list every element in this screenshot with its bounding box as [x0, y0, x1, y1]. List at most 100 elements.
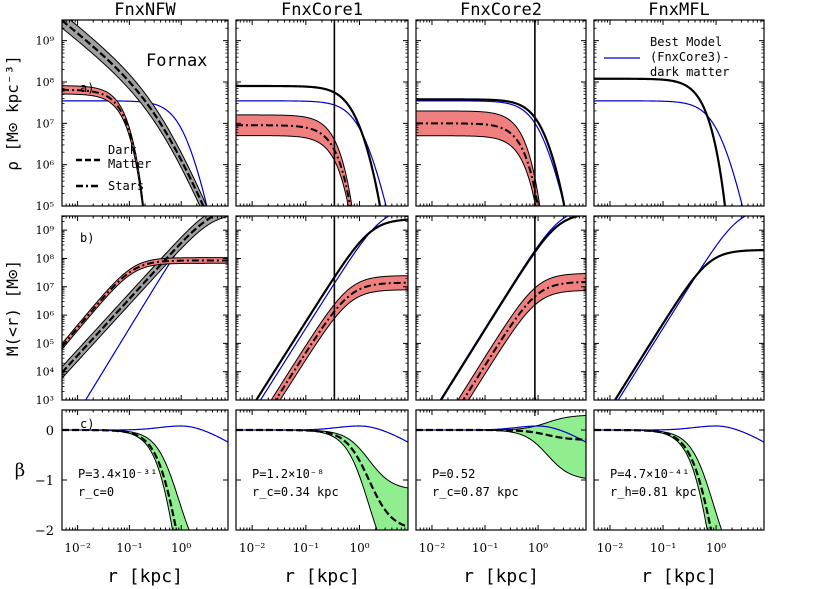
beta-axis-label: β: [15, 460, 25, 481]
plot-area-row-0: [62, 20, 208, 206]
legend-best-model: Best Model(FnxCore3)-dark matter: [604, 35, 729, 79]
best-model-density-line: [416, 100, 565, 206]
dark-matter-density-line: [594, 77, 727, 206]
panel-title: FnxCore2: [460, 0, 542, 20]
stars-density-line: [62, 88, 144, 206]
stars-mass-band: [270, 275, 408, 400]
legend-dark-matter-label: Dark: [108, 143, 138, 157]
mass-tick-label: 10⁸: [36, 252, 55, 265]
radius-label: r_c=0: [78, 485, 114, 499]
x-tick-label: 10⁰: [706, 541, 726, 555]
x-tick-label: 10⁻²: [419, 541, 446, 555]
best-model-beta-line: [594, 425, 764, 443]
stars-density-band: [236, 114, 353, 206]
mass-tick-label: 10⁹: [36, 224, 55, 237]
galaxy-label: Fornax: [146, 51, 207, 71]
plot-area-row-1: [62, 216, 228, 400]
legend-stars-label: Stars: [108, 179, 144, 193]
beta-line: [62, 428, 178, 530]
radius-label: r_h=0.81 kpc: [610, 485, 697, 499]
dark-matter-density-band: [62, 20, 208, 206]
density-tick-label: 10⁹: [36, 35, 55, 48]
x-tick-label: 10⁻²: [64, 541, 91, 555]
plot-area-row-0: [416, 98, 566, 206]
radius-label: r_c=0.34 kpc: [252, 485, 339, 499]
best-model-mass-line: [439, 216, 569, 400]
stars-mass-line: [462, 281, 586, 400]
panel-title: FnxNFW: [114, 0, 176, 20]
mass-tick-label: 10⁶: [36, 309, 55, 322]
best-model-density-line: [62, 100, 208, 206]
panel-frame: [235, 19, 409, 207]
best-model-beta-line: [416, 425, 586, 443]
row-label-c: c): [80, 417, 94, 431]
panel-fnxnfw: FnxNFW 10⁻² 10⁻¹ 10⁰ r [kpc] P=3.4×10⁻³¹ r_c=0: [61, 0, 229, 587]
legend-best-model-label: (FnxCore3)-: [650, 50, 729, 64]
x-tick-label: 10⁻¹: [472, 541, 498, 555]
beta-tick-label: 0: [46, 424, 54, 439]
mass-tick-label: 10⁴: [36, 366, 55, 379]
probability-label: P=3.4×10⁻³¹: [78, 467, 157, 481]
stars-density-line: [416, 122, 539, 206]
density-tick-label: 10⁸: [36, 76, 55, 89]
dark-matter-mass-line: [62, 216, 217, 374]
x-axis-label: r [kpc]: [641, 566, 717, 587]
panel-frame: [235, 215, 409, 401]
panel-frame: [593, 215, 765, 401]
beta-line: [416, 428, 586, 441]
best-model-mass-line: [84, 216, 212, 400]
legend-dark-matter-label: Matter: [108, 157, 151, 171]
legend-best-model-label: Best Model: [650, 35, 722, 49]
stars-density-line: [236, 124, 352, 206]
x-tick-label: 10⁰: [349, 541, 369, 555]
density-tick-label: 10⁵: [36, 200, 54, 213]
mass-tick-label: 10⁷: [36, 281, 55, 294]
row-label-a: a): [80, 81, 94, 95]
x-tick-label: 10⁰: [528, 541, 548, 555]
mass-tick-label: 10⁵: [36, 337, 54, 350]
density-axis-label: ρ [M⊙ kpc⁻³]: [3, 55, 22, 171]
dark-matter-density-line: [62, 20, 205, 206]
x-tick-label: 10⁻²: [597, 541, 624, 555]
stars-mass-band: [457, 273, 586, 400]
beta-tick-label: −1: [35, 474, 54, 489]
best-model-beta-line: [236, 425, 408, 443]
x-tick-label: 10⁰: [171, 541, 191, 555]
density-tick-label: 10⁶: [36, 159, 55, 172]
x-axis-label: r [kpc]: [463, 566, 539, 587]
dark-matter-mass-line: [613, 248, 764, 400]
mass-tick-label: 10³: [36, 394, 54, 407]
dark-matter-mass-band: [62, 216, 228, 379]
stars-mass-band: [62, 257, 228, 351]
plot-area-row-1: [254, 216, 408, 400]
stars-density-band: [416, 110, 541, 206]
plot-area-row-2: [236, 425, 408, 530]
probability-label: P=1.2×10⁻⁸: [252, 467, 324, 481]
radius-label: r_c=0.87 kpc: [432, 485, 519, 499]
best-model-mass-line: [617, 216, 747, 400]
panel-fnxcore1: FnxCore1 10⁻² 10⁻¹ 10⁰ r [kpc] P=1.2×10⁻⁸ r_c=…: [235, 0, 409, 587]
x-axis-label: r [kpc]: [107, 566, 183, 587]
probability-label: P=4.7×10⁻⁴¹: [610, 467, 689, 481]
x-tick-label: 10⁻¹: [650, 541, 676, 555]
best-model-density-line: [594, 100, 743, 206]
plot-area-row-1: [439, 216, 586, 400]
plot-area-row-0: [594, 77, 743, 206]
stars-mass-line: [274, 281, 408, 400]
left-axis: 10⁵ 10⁶ 10⁷ 10⁸ 10⁹ 10³ 10⁴ 10⁵ 10⁶ 10⁷ 10⁸ 10⁹ 0 −1 −…: [3, 35, 207, 539]
x-axis-label: r [kpc]: [284, 566, 360, 587]
panel-frame: [415, 215, 587, 401]
x-tick-label: 10⁻¹: [116, 541, 142, 555]
dark-matter-mass-line: [439, 216, 585, 400]
panel-title: FnxCore1: [281, 0, 363, 20]
plot-area-row-0: [236, 84, 387, 206]
panel-fnxcore2: FnxCore2 10⁻² 10⁻¹ 10⁰ r [kpc] P=0.52 r_c=0.87…: [415, 0, 587, 587]
dark-matter-mass-line: [254, 218, 408, 400]
beta-line: [236, 428, 408, 528]
density-tick-label: 10⁷: [36, 117, 55, 130]
legend-best-model-label: dark matter: [650, 65, 729, 79]
beta-tick-label: −2: [35, 524, 54, 539]
plot-area-row-2: [416, 415, 586, 479]
best-model-beta-line: [62, 425, 228, 443]
